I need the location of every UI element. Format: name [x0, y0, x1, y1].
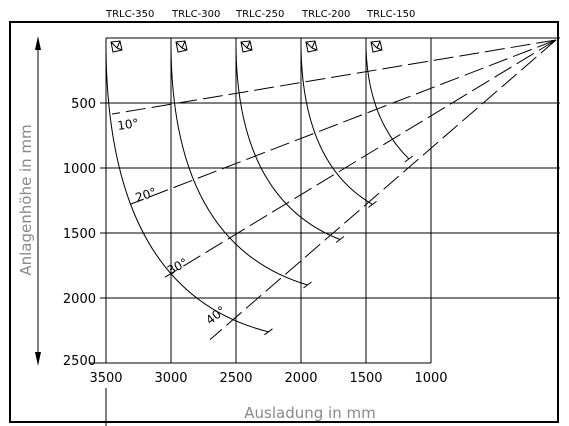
- beam-angle-label: 20°: [134, 185, 159, 205]
- arc-end-tick: [335, 236, 345, 243]
- beam-angle-label: 40°: [203, 303, 228, 327]
- beam-ray: [164, 39, 557, 278]
- range-arc: [235, 47, 341, 240]
- beam-ray: [209, 39, 557, 340]
- luminaire-icon: [240, 40, 253, 53]
- beam-ray: [129, 39, 557, 205]
- luminaire-icon: [305, 40, 318, 53]
- beam-angle-label: 30°: [165, 255, 190, 277]
- labels: TRLC-350 TRLC-300 TRLC-250 TRLC-200 TRLC-150…: [17, 9, 448, 422]
- y-tick-label: 1500: [63, 227, 96, 242]
- grid: [90, 37, 560, 364]
- x-tick-label: 1500: [349, 371, 382, 386]
- y-tick-label: 1000: [63, 162, 96, 177]
- y-tick-label: 2000: [63, 292, 96, 307]
- x-tick-label: 1000: [414, 371, 447, 386]
- x-tick-label: 2500: [219, 371, 252, 386]
- y-tick-label: 2500: [63, 354, 96, 369]
- x-tick-label: 2000: [284, 371, 317, 386]
- range-arc: [105, 47, 269, 333]
- beam-rays: [111, 39, 557, 340]
- range-arc: [300, 47, 373, 205]
- y-tick-label: 500: [71, 97, 96, 112]
- range-arc: [365, 47, 410, 160]
- beam-ray: [111, 39, 557, 115]
- arc-end-tick: [303, 281, 312, 289]
- series-label: TRLC-200: [301, 9, 350, 20]
- arc-end-tick: [264, 328, 273, 336]
- x-tick-label: 3000: [154, 371, 187, 386]
- luminaire-icon: [175, 40, 188, 53]
- x-axis-title: Ausladung in mm: [244, 404, 375, 422]
- luminaire-icon: [110, 40, 123, 53]
- luminaire-icon: [370, 40, 383, 53]
- range-arc: [170, 47, 308, 286]
- series-label: TRLC-150: [366, 9, 415, 20]
- luminaire-icons: [110, 40, 383, 53]
- x-tick-label: 3500: [89, 371, 122, 386]
- height-dimension-arrow: [35, 36, 41, 366]
- series-label: TRLC-350: [105, 9, 154, 20]
- y-axis-title: Anlagenhöhe in mm: [17, 124, 35, 275]
- diagram-frame: [9, 21, 559, 423]
- range-arcs: [105, 47, 414, 336]
- series-label: TRLC-300: [171, 9, 220, 20]
- arc-end-tick: [368, 200, 377, 208]
- series-label: TRLC-250: [235, 9, 284, 20]
- beam-angle-label: 10°: [116, 116, 139, 133]
- arc-end-tick: [404, 155, 414, 163]
